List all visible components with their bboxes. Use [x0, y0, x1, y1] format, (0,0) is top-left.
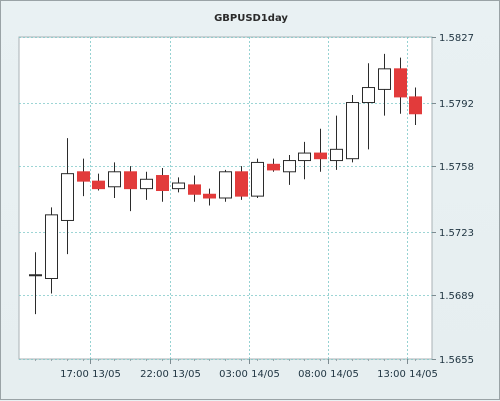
- candle-body-bearish: [267, 163, 280, 171]
- candle-body-bullish: [29, 274, 42, 277]
- candle-body-bullish: [362, 87, 375, 104]
- candle-body-bearish: [314, 152, 327, 160]
- candle-body-bearish: [235, 171, 248, 197]
- x-tick-label: 03:00 14/05: [219, 369, 280, 380]
- axes: 1.5827 1.5792 1.5758 1.5723 1.5689 1.5655 17:0…: [35, 33, 474, 380]
- candle-body-bullish: [219, 171, 232, 199]
- candle-body-bullish: [45, 214, 58, 279]
- candle-body-bullish: [108, 171, 121, 188]
- candle-body-bullish: [61, 173, 74, 221]
- candle-body-bearish: [394, 68, 407, 98]
- x-tick-label: 13:00 14/05: [377, 369, 438, 380]
- y-tick-label: 1.5689: [439, 291, 474, 302]
- candle-body-bearish: [409, 96, 422, 115]
- candle-body-bullish: [378, 68, 391, 90]
- x-tick-label: 17:00 13/05: [60, 369, 121, 380]
- candle-body-bullish: [172, 182, 185, 190]
- y-tick-label: 1.5758: [439, 162, 474, 173]
- candle-body-bullish: [140, 178, 153, 190]
- candle-body-bearish: [188, 184, 201, 195]
- candle-body-bearish: [203, 193, 216, 199]
- candle-body-bearish: [156, 175, 169, 192]
- y-tick-label: 1.5655: [439, 355, 474, 366]
- candle-body-bearish: [124, 171, 137, 190]
- x-tick-label: 22:00 13/05: [140, 369, 201, 380]
- candles: [29, 53, 422, 315]
- candle-body-bullish: [346, 102, 359, 160]
- y-tick-label: 1.5792: [439, 99, 474, 110]
- y-tick-label: 1.5827: [439, 33, 474, 44]
- chart-title: GBPUSD1day: [214, 13, 288, 24]
- candle-body-bullish: [251, 161, 264, 197]
- candle-body-bullish: [298, 152, 311, 162]
- candle-body-bearish: [92, 180, 105, 190]
- grid-lines: [19, 37, 432, 360]
- candle-body-bearish: [77, 171, 90, 182]
- x-tick-label: 08:00 14/05: [298, 369, 359, 380]
- y-tick-label: 1.5723: [439, 228, 474, 239]
- candle-body-bullish: [283, 160, 296, 173]
- candle-body-bullish: [330, 148, 343, 162]
